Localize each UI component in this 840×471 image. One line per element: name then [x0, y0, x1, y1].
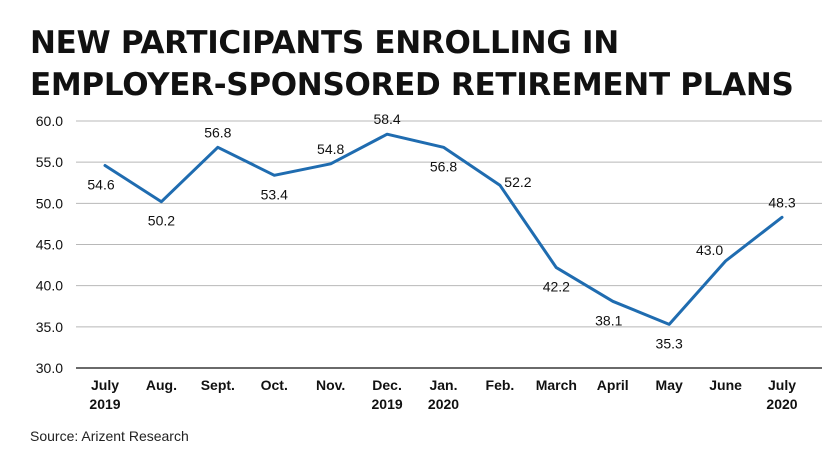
data-label: 54.8: [317, 141, 344, 157]
data-label: 50.2: [148, 213, 175, 229]
data-label: 58.4: [373, 111, 400, 127]
data-label: 42.2: [543, 279, 570, 295]
x-tick-label: May: [656, 377, 683, 393]
y-tick-label: 60.0: [36, 113, 63, 129]
data-label: 43.0: [696, 242, 723, 258]
data-label: 52.2: [504, 174, 531, 190]
y-tick-label: 50.0: [36, 195, 63, 211]
data-label: 48.3: [768, 194, 795, 210]
source-note: Source: Arizent Research: [30, 428, 189, 444]
y-tick-label: 45.0: [36, 237, 63, 253]
x-tick-label: July 2019: [89, 377, 120, 412]
chart-title-line-2: EMPLOYER-SPONSORED RETIREMENT PLANS: [30, 67, 794, 103]
x-tick-label: Oct.: [261, 377, 288, 393]
x-tick-label: Feb.: [486, 377, 515, 393]
data-label: 53.4: [261, 186, 288, 202]
chart-title-line-1: NEW PARTICIPANTS ENROLLING IN: [30, 25, 619, 61]
data-label: 38.1: [595, 312, 622, 328]
x-tick-label: Jan. 2020: [428, 377, 459, 412]
y-tick-label: 35.0: [36, 319, 63, 335]
y-tick-label: 40.0: [36, 278, 63, 294]
series-line: [103, 132, 784, 326]
x-tick-label: Aug.: [146, 377, 177, 393]
x-tick-label: Nov.: [316, 377, 345, 393]
x-tick-label: Dec. 2019: [372, 377, 403, 412]
x-tick-label: April: [597, 377, 629, 393]
x-tick-label: Sept.: [201, 377, 235, 393]
data-label: 56.8: [204, 124, 231, 140]
x-tick-label: July 2020: [766, 377, 797, 412]
chart-title: NEW PARTICIPANTS ENROLLING IN EMPLOYER-S…: [30, 22, 820, 106]
data-label: 54.6: [87, 176, 114, 192]
data-label: 56.8: [430, 158, 457, 174]
x-tick-label: March: [536, 377, 577, 393]
data-label: 35.3: [656, 335, 683, 351]
y-tick-label: 30.0: [36, 360, 63, 376]
x-tick-label: June: [709, 377, 742, 393]
y-tick-label: 55.0: [36, 154, 63, 170]
